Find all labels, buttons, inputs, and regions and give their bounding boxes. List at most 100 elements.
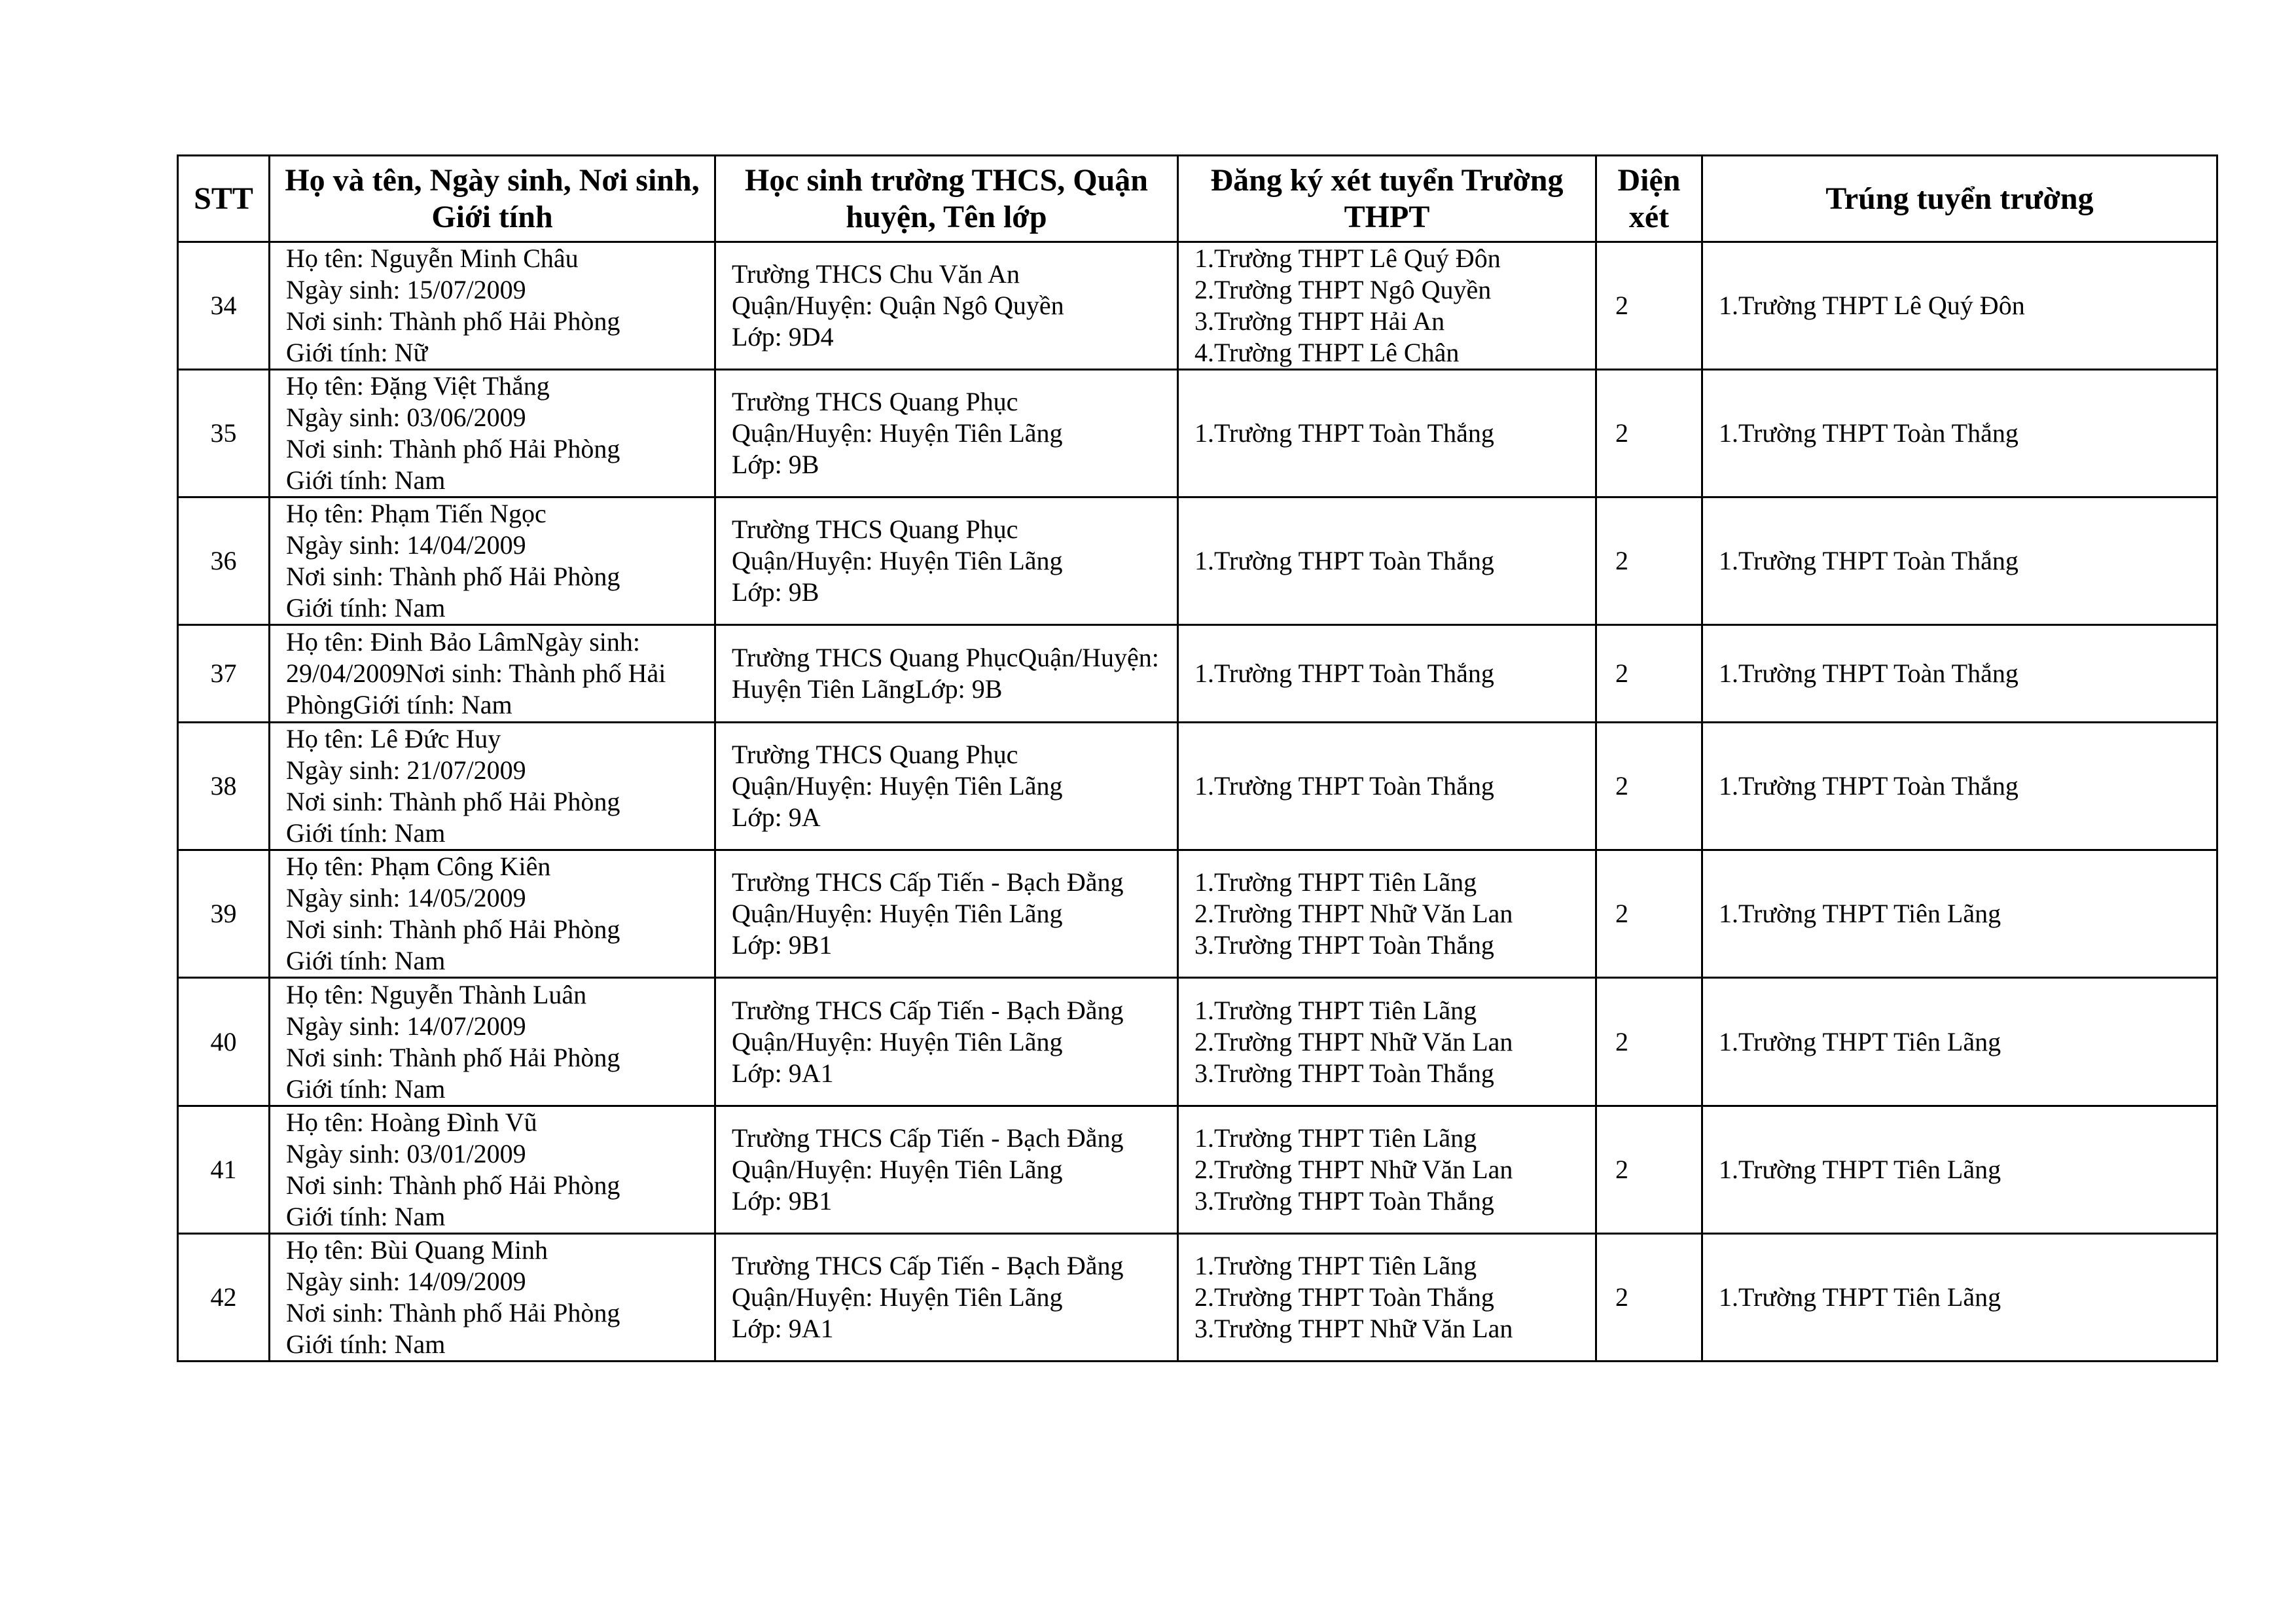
cell-admitted-school: 1.Trường THPT Toàn Thắng	[1701, 496, 2218, 626]
cell-student-info-line: Giới tính: Nam	[286, 1074, 446, 1104]
cell-student-info: Họ tên: Nguyễn Minh Châu Ngày sinh: 15/07…	[268, 241, 716, 370]
cell-registered-schools-line: 1.Trường THPT Tiên Lãng	[1194, 1251, 1477, 1280]
cell-student-info-line: Họ tên: Hoàng Đình Vũ	[286, 1108, 537, 1137]
cell-stt: 38	[177, 721, 270, 851]
table-row: 39 Họ tên: Phạm Công Kiên Ngày sinh: 14/05…	[177, 849, 2218, 979]
cell-student-info-line: Nơi sinh: Thành phố Hải Phòng	[286, 914, 620, 944]
cell-student-info: Họ tên: Đinh Bảo LâmNgày sinh: 29/04/200…	[268, 624, 716, 723]
cell-admission-category: 2	[1595, 624, 1703, 723]
cell-admitted-school: 1.Trường THPT Toàn Thắng	[1701, 369, 2218, 498]
cell-admission-category: 2	[1595, 1105, 1703, 1235]
cell-student-info: Họ tên: Phạm Công Kiên Ngày sinh: 14/05/2…	[268, 849, 716, 979]
table-row: 42 Họ tên: Bùi Quang Minh Ngày sinh: 14/09…	[177, 1233, 2218, 1362]
cell-student-info-line: Ngày sinh: 03/01/2009	[286, 1139, 526, 1168]
cell-admitted-school-line: 1.Trường THPT Tiên Lãng	[1719, 1282, 2001, 1312]
cell-admitted-school-line: 1.Trường THPT Tiên Lãng	[1719, 899, 2001, 928]
cell-student-info-line: Nơi sinh: Thành phố Hải Phòng	[286, 787, 620, 816]
cell-secondary-school-line: Trường THCS Quang Phục	[732, 740, 1018, 769]
cell-student-info-line: Ngày sinh: 15/07/2009	[286, 275, 526, 304]
table-row: 41 Họ tên: Hoàng Đình Vũ Ngày sinh: 03/01/…	[177, 1105, 2218, 1235]
cell-admission-category: 2	[1595, 721, 1703, 851]
cell-student-info-line: Nơi sinh: Thành phố Hải Phòng	[286, 1298, 620, 1327]
cell-secondary-school-line: Trường THCS Quang Phục	[732, 514, 1018, 544]
cell-registered-schools-line: 3.Trường THPT Toàn Thắng	[1194, 930, 1494, 960]
cell-secondary-school-line: Quận/Huyện: Huyện Tiên Lãng	[732, 546, 1063, 575]
cell-secondary-school-line: Quận/Huyện: Huyện Tiên Lãng	[732, 771, 1063, 801]
table-row: 38 Họ tên: Lê Đức Huy Ngày sinh: 21/07/200…	[177, 721, 2218, 851]
cell-secondary-school-line: Lớp: 9B	[732, 577, 819, 607]
cell-registered-schools-line: 2.Trường THPT Toàn Thắng	[1194, 1282, 1494, 1312]
cell-student-info-line: Nơi sinh: Thành phố Hải Phòng	[286, 562, 620, 591]
cell-admitted-school-line: 1.Trường THPT Toàn Thắng	[1719, 546, 2018, 575]
cell-secondary-school-line: Trường THCS Chu Văn An	[732, 259, 1020, 289]
cell-admitted-school-line: 1.Trường THPT Tiên Lãng	[1719, 1026, 2001, 1056]
cell-registered-schools: 1.Trường THPT Tiên Lãng 2.Trường THPT Nhữ…	[1177, 1105, 1597, 1235]
cell-student-info-line: Họ tên: Lê Đức Huy	[286, 724, 501, 753]
cell-registered-schools-line: 1.Trường THPT Toàn Thắng	[1194, 546, 1494, 575]
cell-student-info: Họ tên: Đặng Việt Thắng Ngày sinh: 03/06/…	[268, 369, 716, 498]
cell-admitted-school: 1.Trường THPT Lê Quý Đôn	[1701, 241, 2218, 370]
cell-registered-schools-line: 2.Trường THPT Ngô Quyền	[1194, 275, 1492, 304]
cell-student-info-line: Họ tên: Bùi Quang Minh	[286, 1235, 548, 1265]
cell-secondary-school-line: Lớp: 9D4	[732, 322, 834, 352]
cell-admitted-school-line: 1.Trường THPT Toàn Thắng	[1719, 771, 2018, 801]
cell-student-info-line: Ngày sinh: 14/05/2009	[286, 883, 526, 912]
cell-student-info-line: Giới tính: Nam	[286, 1202, 446, 1231]
cell-registered-schools: 1.Trường THPT Toàn Thắng	[1177, 721, 1597, 851]
cell-registered-schools-line: 1.Trường THPT Tiên Lãng	[1194, 995, 1477, 1025]
cell-secondary-school-line: Trường THCS Cấp Tiến - Bạch Đằng	[732, 1251, 1124, 1280]
cell-student-info-line: Họ tên: Nguyễn Minh Châu	[286, 244, 579, 273]
cell-student-info: Họ tên: Nguyễn Thành Luân Ngày sinh: 14/0…	[268, 977, 716, 1107]
cell-registered-schools: 1.Trường THPT Toàn Thắng	[1177, 624, 1597, 723]
cell-student-info-line: Nơi sinh: Thành phố Hải Phòng	[286, 306, 620, 336]
cell-registered-schools-line: 3.Trường THPT Hải An	[1194, 306, 1445, 336]
cell-admission-category: 2	[1595, 496, 1703, 626]
cell-student-info-line: Ngày sinh: 14/09/2009	[286, 1267, 526, 1296]
cell-registered-schools-line: 1.Trường THPT Lê Quý Đôn	[1194, 244, 1501, 273]
cell-stt: 35	[177, 369, 270, 498]
header-registered-schools: Đăng ký xét tuyển Trường THPT	[1177, 154, 1597, 243]
cell-student-info-line: Giới tính: Nam	[286, 946, 446, 975]
cell-admitted-school-line: 1.Trường THPT Lê Quý Đôn	[1719, 291, 2025, 320]
cell-secondary-school: Trường THCS Cấp Tiến - Bạch Đằng Quận/Huy…	[714, 849, 1179, 979]
cell-student-info: Họ tên: Bùi Quang Minh Ngày sinh: 14/09/2…	[268, 1233, 716, 1362]
cell-admission-category: 2	[1595, 241, 1703, 370]
cell-student-info-line: Họ tên: Đặng Việt Thắng	[286, 371, 550, 401]
cell-registered-schools: 1.Trường THPT Toàn Thắng	[1177, 369, 1597, 498]
cell-student-info: Họ tên: Lê Đức Huy Ngày sinh: 21/07/2009 N…	[268, 721, 716, 851]
cell-registered-schools: 1.Trường THPT Tiên Lãng 2.Trường THPT Toà…	[1177, 1233, 1597, 1362]
cell-secondary-school-line: Trường THCS Quang Phục	[732, 387, 1018, 416]
cell-secondary-school-line: Quận/Huyện: Huyện Tiên Lãng	[732, 418, 1063, 448]
cell-admitted-school: 1.Trường THPT Tiên Lãng	[1701, 1233, 2218, 1362]
cell-secondary-school-line: Lớp: 9B1	[732, 930, 833, 960]
cell-admission-category: 2	[1595, 977, 1703, 1107]
cell-admission-category: 2	[1595, 1233, 1703, 1362]
cell-secondary-school-line: Lớp: 9A1	[732, 1314, 834, 1343]
cell-registered-schools: 1.Trường THPT Tiên Lãng 2.Trường THPT Nhữ…	[1177, 849, 1597, 979]
cell-admitted-school-line: 1.Trường THPT Tiên Lãng	[1719, 1155, 2001, 1184]
cell-secondary-school: Trường THCS Quang PhụcQuận/Huyện: Huyện …	[714, 624, 1179, 723]
table-row: 35 Họ tên: Đặng Việt Thắng Ngày sinh: 03/0…	[177, 369, 2218, 498]
cell-secondary-school-line: Quận/Huyện: Huyện Tiên Lãng	[732, 1282, 1063, 1312]
cell-secondary-school: Trường THCS Cấp Tiến - Bạch Đằng Quận/Huy…	[714, 977, 1179, 1107]
cell-registered-schools: 1.Trường THPT Lê Quý Đôn 2.Trường THPT Ng…	[1177, 241, 1597, 370]
cell-admitted-school: 1.Trường THPT Tiên Lãng	[1701, 977, 2218, 1107]
cell-stt: 36	[177, 496, 270, 626]
cell-admission-category: 2	[1595, 369, 1703, 498]
cell-student-info-line: Ngày sinh: 03/06/2009	[286, 403, 526, 432]
cell-admitted-school: 1.Trường THPT Tiên Lãng	[1701, 849, 2218, 979]
cell-stt: 37	[177, 624, 270, 723]
header-student-info: Họ và tên, Ngày sinh, Nơi sinh, Giới tín…	[268, 154, 716, 243]
cell-student-info-line: Giới tính: Nữ	[286, 338, 428, 367]
table-row: 40 Họ tên: Nguyễn Thành Luân Ngày sinh: 14…	[177, 977, 2218, 1107]
cell-registered-schools-line: 3.Trường THPT Nhữ Văn Lan	[1194, 1314, 1513, 1343]
cell-admitted-school: 1.Trường THPT Tiên Lãng	[1701, 1105, 2218, 1235]
cell-student-info-line: Nơi sinh: Thành phố Hải Phòng	[286, 434, 620, 463]
cell-student-info-line: Ngày sinh: 14/07/2009	[286, 1011, 526, 1041]
cell-registered-schools-line: 1.Trường THPT Toàn Thắng	[1194, 771, 1494, 801]
table-row: 37 Họ tên: Đinh Bảo LâmNgày sinh: 29/04/2…	[177, 624, 2218, 723]
cell-registered-schools-line: 1.Trường THPT Tiên Lãng	[1194, 1123, 1477, 1153]
table-row: 34 Họ tên: Nguyễn Minh Châu Ngày sinh: 15/…	[177, 241, 2218, 370]
